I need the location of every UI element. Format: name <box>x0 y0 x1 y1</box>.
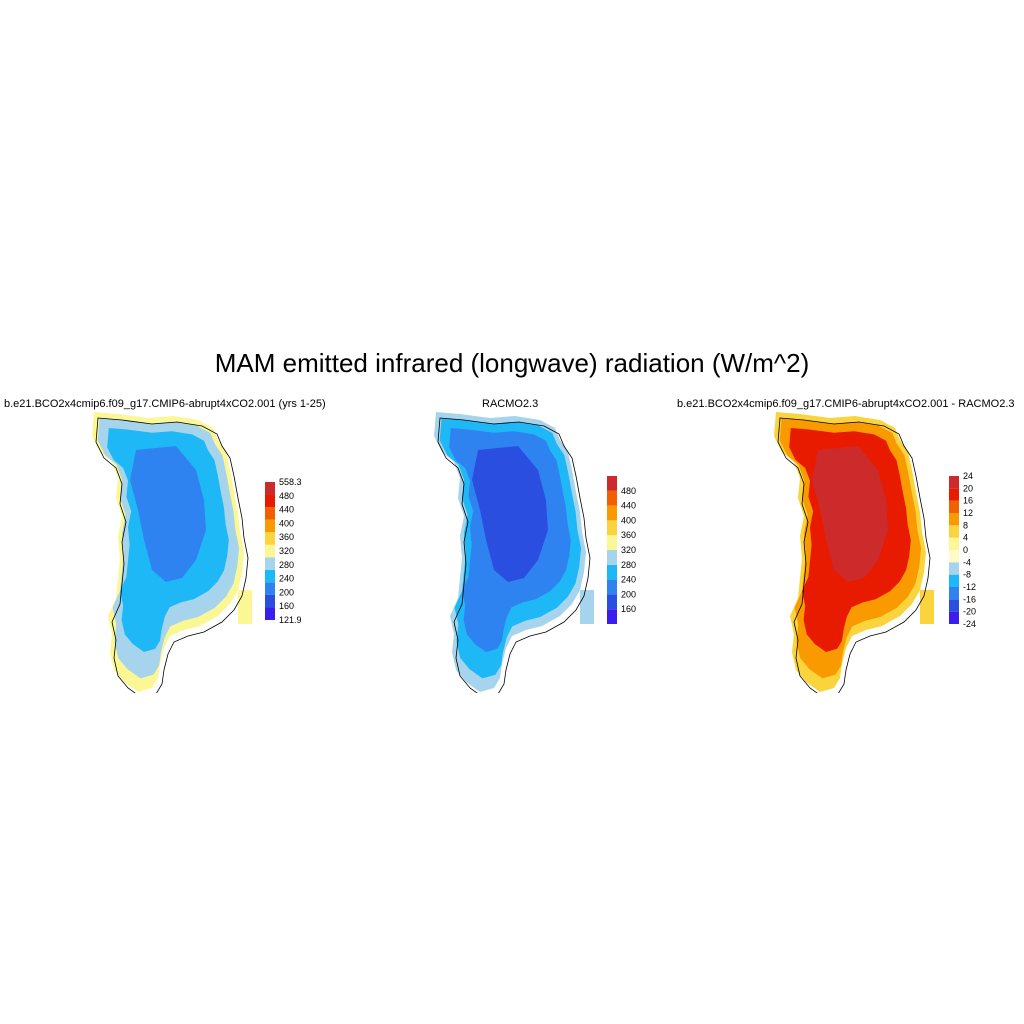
colorbar-3: -24 -20 -16 -12 -8 -4 0 4 8 12 16 20 24 <box>949 471 976 629</box>
interior-region <box>812 446 888 582</box>
colorbar-label: 280 <box>279 560 294 570</box>
colorbar-2: 160 200 240 280 320 360 400 440 480 <box>607 476 636 624</box>
panel-3-title: b.e21.BCO2x4cmip6.f09_g17.CMIP6-abrupt4x… <box>677 398 1015 410</box>
colorbar-swatch <box>607 490 617 506</box>
panel-1-map <box>92 412 252 693</box>
colorbar-swatch <box>949 500 959 513</box>
interior-region <box>472 446 548 582</box>
colorbar-swatch <box>265 594 275 608</box>
colorbar-label: 121.9 <box>279 615 302 625</box>
colorbar-label: 240 <box>621 575 636 585</box>
colorbar-swatch <box>949 525 959 538</box>
colorbar-label: 24 <box>963 471 973 481</box>
colorbar-swatch <box>607 564 617 580</box>
colorbars: 121.9160200240280320360400440480558.3160… <box>265 471 976 629</box>
coastline <box>95 417 249 693</box>
colorbar-label: 200 <box>621 589 636 599</box>
colorbar-swatch <box>265 569 275 583</box>
colorbar-swatch <box>607 609 617 624</box>
colorbar-label: 4 <box>963 533 968 543</box>
colorbar-swatch <box>949 599 959 612</box>
colorbar-swatch <box>949 611 959 624</box>
colorbar-swatch <box>949 562 959 575</box>
colorbar-label: 16 <box>963 496 973 506</box>
colorbar-label: -16 <box>963 594 976 604</box>
colorbar-swatch <box>265 532 275 545</box>
colorbar-label: 320 <box>621 545 636 555</box>
colorbar-label: 400 <box>621 515 636 525</box>
colorbar-label: 440 <box>279 505 294 515</box>
colorbar-label: -8 <box>963 570 971 580</box>
island-patch <box>580 590 594 624</box>
colorbar-swatch <box>607 550 617 565</box>
colorbar-swatch <box>607 594 617 610</box>
panel-3-map <box>774 412 934 693</box>
colorbar-swatch <box>607 579 617 595</box>
colorbar-label: 360 <box>279 532 294 542</box>
panel-2-title: RACMO2.3 <box>482 398 539 410</box>
colorbar-swatch <box>265 494 275 508</box>
colorbar-swatch <box>949 587 959 600</box>
colorbar-swatch <box>607 520 617 536</box>
colorbar-label: 20 <box>963 483 973 493</box>
colorbar-swatch <box>265 582 275 595</box>
colorbar-swatch <box>949 513 959 526</box>
colorbar-swatch <box>607 535 617 550</box>
colorbar-label: 440 <box>621 501 636 511</box>
colorbar-swatch <box>949 537 959 550</box>
colorbar-label: 12 <box>963 508 973 518</box>
colorbar-swatch <box>949 574 959 587</box>
coastline <box>777 417 931 693</box>
colorbar-1: 121.9 160 200 240 280 320 360 400 440 480 558.3 <box>265 477 302 625</box>
colorbar-label: 480 <box>621 486 636 496</box>
figure-title: MAM emitted infrared (longwave) radiatio… <box>214 348 810 378</box>
colorbar-label: -24 <box>963 619 976 629</box>
colorbar-label: 240 <box>279 574 294 584</box>
colorbar-swatch <box>265 519 275 533</box>
colorbar-label: 360 <box>621 530 636 540</box>
interior-region <box>130 446 206 582</box>
colorbar-label: -20 <box>963 607 976 617</box>
colorbar-label: -12 <box>963 582 976 592</box>
island-patch <box>920 590 934 624</box>
colorbar-swatch <box>607 505 617 521</box>
panel-2-map <box>434 412 594 693</box>
coastline <box>437 417 591 693</box>
colorbar-label: 8 <box>963 520 968 530</box>
colorbar-label: 0 <box>963 545 968 555</box>
panel-1-title: b.e21.BCO2x4cmip6.f09_g17.CMIP6-abrupt4x… <box>4 398 326 410</box>
island-patch <box>238 590 252 624</box>
colorbar-swatch <box>265 607 275 620</box>
colorbar-swatch <box>949 488 959 501</box>
colorbar-swatch <box>949 476 959 489</box>
colorbar-swatch <box>949 550 959 563</box>
colorbar-label: 200 <box>279 587 294 597</box>
colorbar-swatch <box>265 507 275 520</box>
colorbar-label: 400 <box>279 518 294 528</box>
colorbar-label: -4 <box>963 557 971 567</box>
colorbar-swatch <box>607 476 617 491</box>
colorbar-label: 160 <box>279 601 294 611</box>
colorbar-label: 558.3 <box>279 477 302 487</box>
colorbar-label: 480 <box>279 491 294 501</box>
colorbar-label: 280 <box>621 560 636 570</box>
colorbar-swatch <box>265 482 275 495</box>
colorbar-label: 320 <box>279 546 294 556</box>
colorbar-swatch <box>265 544 275 558</box>
colorbar-label: 160 <box>621 604 636 614</box>
colorbar-swatch <box>265 557 275 570</box>
